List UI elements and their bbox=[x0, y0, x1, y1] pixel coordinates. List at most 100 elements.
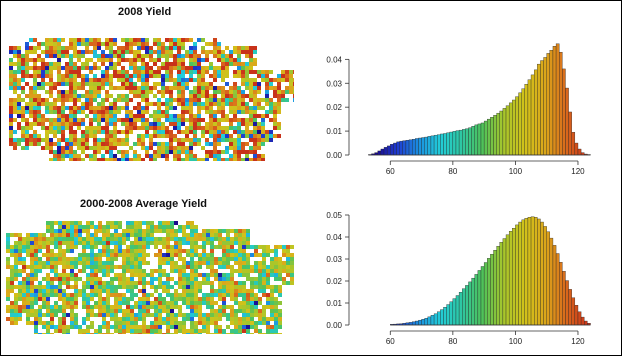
map-average-cell bbox=[242, 269, 246, 273]
map-2008-cell bbox=[141, 158, 145, 161]
map-average-cell bbox=[106, 289, 110, 293]
map-2008-cell bbox=[17, 66, 21, 70]
map-2008-cell bbox=[205, 130, 209, 134]
map-average-cell bbox=[34, 237, 38, 241]
map-average-cell bbox=[30, 261, 34, 265]
map-average-cell bbox=[146, 329, 150, 333]
map-2008-cell bbox=[157, 74, 161, 78]
map-average-cell bbox=[46, 241, 50, 245]
map-2008-cell bbox=[121, 58, 125, 62]
map-2008-cell bbox=[169, 46, 173, 50]
map-average-cell bbox=[218, 281, 222, 285]
map-2008-cell bbox=[165, 118, 169, 122]
map-average-cell bbox=[106, 261, 110, 265]
map-2008-cell bbox=[189, 130, 193, 134]
map-average-cell bbox=[134, 245, 138, 249]
map-2008-cell bbox=[157, 130, 161, 134]
map-average-cell bbox=[114, 237, 118, 241]
map-2008-cell bbox=[33, 62, 37, 66]
map-average-cell bbox=[78, 229, 82, 233]
map-2008-cell bbox=[201, 90, 205, 94]
map-average-cell bbox=[230, 289, 234, 293]
map-average-cell bbox=[106, 297, 110, 301]
map-average-cell bbox=[26, 273, 30, 277]
map-2008-cell bbox=[257, 142, 261, 146]
map-2008-cell bbox=[261, 78, 265, 82]
map-2008-cell bbox=[133, 54, 137, 58]
map-average-cell bbox=[194, 301, 198, 305]
map-2008-cell bbox=[89, 50, 93, 54]
map-2008-cell bbox=[217, 110, 221, 114]
map-average-cell bbox=[14, 317, 18, 321]
map-2008-cell bbox=[193, 70, 197, 74]
map-2008-cell bbox=[149, 58, 153, 62]
hist-2008-bar bbox=[490, 117, 494, 156]
map-average-cell bbox=[222, 261, 226, 265]
map-2008-cell bbox=[253, 118, 257, 122]
map-2008-cell bbox=[281, 74, 285, 78]
map-2008-cell bbox=[69, 110, 73, 114]
map-average-cell bbox=[62, 289, 66, 293]
map-2008-cell bbox=[157, 102, 161, 106]
map-2008-cell bbox=[89, 122, 93, 126]
map-average-cell bbox=[158, 257, 162, 261]
map-average-cell bbox=[242, 249, 246, 253]
map-2008-cell bbox=[145, 66, 149, 70]
map-average-cell bbox=[126, 249, 130, 253]
map-2008-cell bbox=[177, 78, 181, 82]
map-average-cell bbox=[226, 293, 230, 297]
hist-2008-bar bbox=[383, 147, 388, 156]
map-average-cell bbox=[70, 257, 74, 261]
map-2008-cell bbox=[257, 86, 261, 90]
map-average-cell bbox=[214, 269, 218, 273]
map-2008-cell bbox=[205, 86, 209, 90]
map-average-cell bbox=[86, 277, 90, 281]
map-average-cell bbox=[206, 325, 210, 329]
map-2008-cell bbox=[169, 106, 173, 110]
map-average-cell bbox=[282, 265, 286, 269]
map-2008-cell bbox=[217, 54, 221, 58]
map-2008-cell bbox=[33, 82, 37, 86]
hist-2008-y-tick-label: 0.01 bbox=[326, 127, 342, 136]
map-2008-cell bbox=[69, 114, 73, 118]
map-2008-cell bbox=[209, 106, 213, 110]
hist-2008-bar bbox=[427, 136, 432, 156]
map-average-cell bbox=[226, 261, 230, 265]
map-average-cell bbox=[78, 261, 82, 265]
map-average-cell bbox=[286, 273, 290, 277]
map-average-cell bbox=[238, 245, 242, 249]
map-average-cell bbox=[10, 301, 14, 305]
map-2008-cell bbox=[285, 98, 289, 102]
map-2008-cell bbox=[109, 86, 113, 90]
map-average-cell bbox=[26, 245, 30, 249]
map-average-cell bbox=[246, 229, 250, 233]
map-2008-cell bbox=[185, 50, 189, 54]
map-average-cell bbox=[214, 301, 218, 305]
map-average-cell bbox=[134, 249, 138, 253]
map-2008-cell bbox=[13, 98, 17, 102]
map-average-cell bbox=[82, 333, 86, 334]
map-average-cell bbox=[26, 317, 30, 321]
map-average-cell bbox=[250, 269, 254, 273]
map-average-cell bbox=[174, 317, 178, 321]
map-2008-cell bbox=[53, 142, 57, 146]
map-average-cell bbox=[174, 293, 178, 297]
map-average-cell bbox=[106, 325, 110, 329]
map-2008-cell bbox=[225, 118, 229, 122]
map-2008-cell bbox=[25, 130, 29, 134]
hist-average-x-tick-label: 120 bbox=[571, 337, 585, 346]
map-average-cell bbox=[18, 313, 22, 317]
map-2008-cell bbox=[213, 94, 217, 98]
map-average-cell bbox=[94, 233, 98, 237]
map-average-cell bbox=[286, 281, 290, 285]
map-2008-cell bbox=[141, 94, 145, 98]
map-average-cell bbox=[226, 285, 230, 289]
map-average-cell bbox=[202, 329, 206, 333]
map-2008-cell bbox=[201, 46, 205, 50]
map-average-cell bbox=[122, 293, 126, 297]
map-average-cell bbox=[98, 265, 102, 269]
map-2008-cell bbox=[253, 146, 257, 150]
map-2008-cell bbox=[173, 58, 177, 62]
map-2008-cell bbox=[113, 134, 117, 138]
map-2008-cell bbox=[73, 46, 77, 50]
